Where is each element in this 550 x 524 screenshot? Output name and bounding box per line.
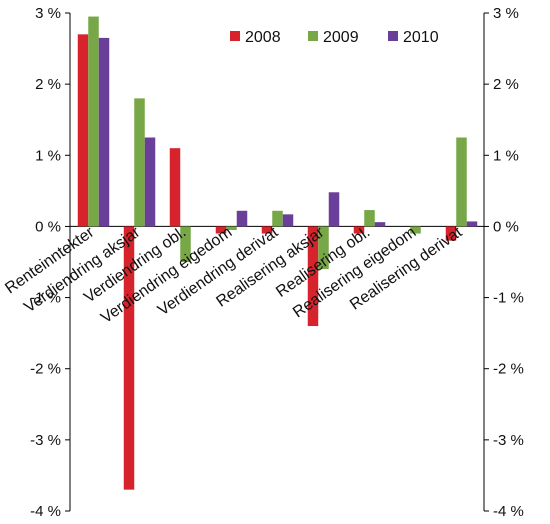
bars bbox=[77, 16, 478, 490]
bar-2010-2 bbox=[144, 137, 156, 227]
left-tick-label: -1 % bbox=[30, 290, 61, 307]
bar-2008-2 bbox=[123, 226, 135, 490]
bar-2008-7 bbox=[353, 226, 365, 234]
left-tick-label: 3 % bbox=[35, 5, 61, 22]
bar-2008-1 bbox=[77, 34, 89, 227]
bar-2010-4 bbox=[236, 210, 248, 227]
bar-2009-2 bbox=[134, 98, 145, 227]
left-tick-label: 1 % bbox=[35, 147, 61, 164]
left-tick-label: 0 % bbox=[35, 218, 61, 235]
bar-2008-9 bbox=[445, 226, 457, 241]
right-tick-label: -1 % bbox=[493, 290, 524, 307]
bar-2010-6 bbox=[328, 192, 340, 227]
legend-label-2009: 2009 bbox=[323, 29, 359, 46]
legend-swatch-2010 bbox=[388, 31, 398, 41]
right-tick-label: -3 % bbox=[493, 432, 524, 449]
legend-label-2010: 2010 bbox=[403, 29, 439, 46]
bar-2009-3 bbox=[180, 226, 191, 262]
left-tick-label: -4 % bbox=[30, 503, 61, 520]
bar-2009-8 bbox=[410, 226, 421, 234]
right-tick-label: 0 % bbox=[493, 218, 519, 235]
legend-swatch-2009 bbox=[308, 31, 318, 41]
right-tick-label: 1 % bbox=[493, 147, 519, 164]
bar-2009-5 bbox=[272, 210, 283, 227]
bar-2008-4 bbox=[215, 226, 227, 234]
right-tick-label: -2 % bbox=[493, 361, 524, 378]
left-tick-label: 2 % bbox=[35, 76, 61, 93]
legend-swatch-2008 bbox=[230, 31, 240, 41]
bar-2009-4 bbox=[226, 226, 237, 230]
bar-2009-9 bbox=[456, 137, 467, 227]
bar-2008-5 bbox=[261, 226, 273, 234]
legend: 2008 2009 2010 bbox=[230, 29, 439, 46]
right-tick-label: 3 % bbox=[493, 5, 519, 22]
bar-2010-5 bbox=[282, 214, 294, 227]
bar-2008-3 bbox=[169, 148, 181, 227]
left-tick-label: -3 % bbox=[30, 432, 61, 449]
right-tick-label: 2 % bbox=[493, 76, 519, 93]
bar-2008-6 bbox=[307, 226, 319, 327]
bar-2009-7 bbox=[364, 210, 375, 227]
bar-2010-7 bbox=[374, 222, 386, 227]
left-tick-label: -2 % bbox=[30, 361, 61, 378]
bar-2009-6 bbox=[318, 226, 329, 270]
bar-2010-1 bbox=[98, 37, 110, 227]
right-tick-label: -4 % bbox=[493, 503, 524, 520]
bar-2010-9 bbox=[466, 221, 478, 227]
bar-2009-1 bbox=[88, 16, 99, 227]
legend-label-2008: 2008 bbox=[245, 29, 281, 46]
